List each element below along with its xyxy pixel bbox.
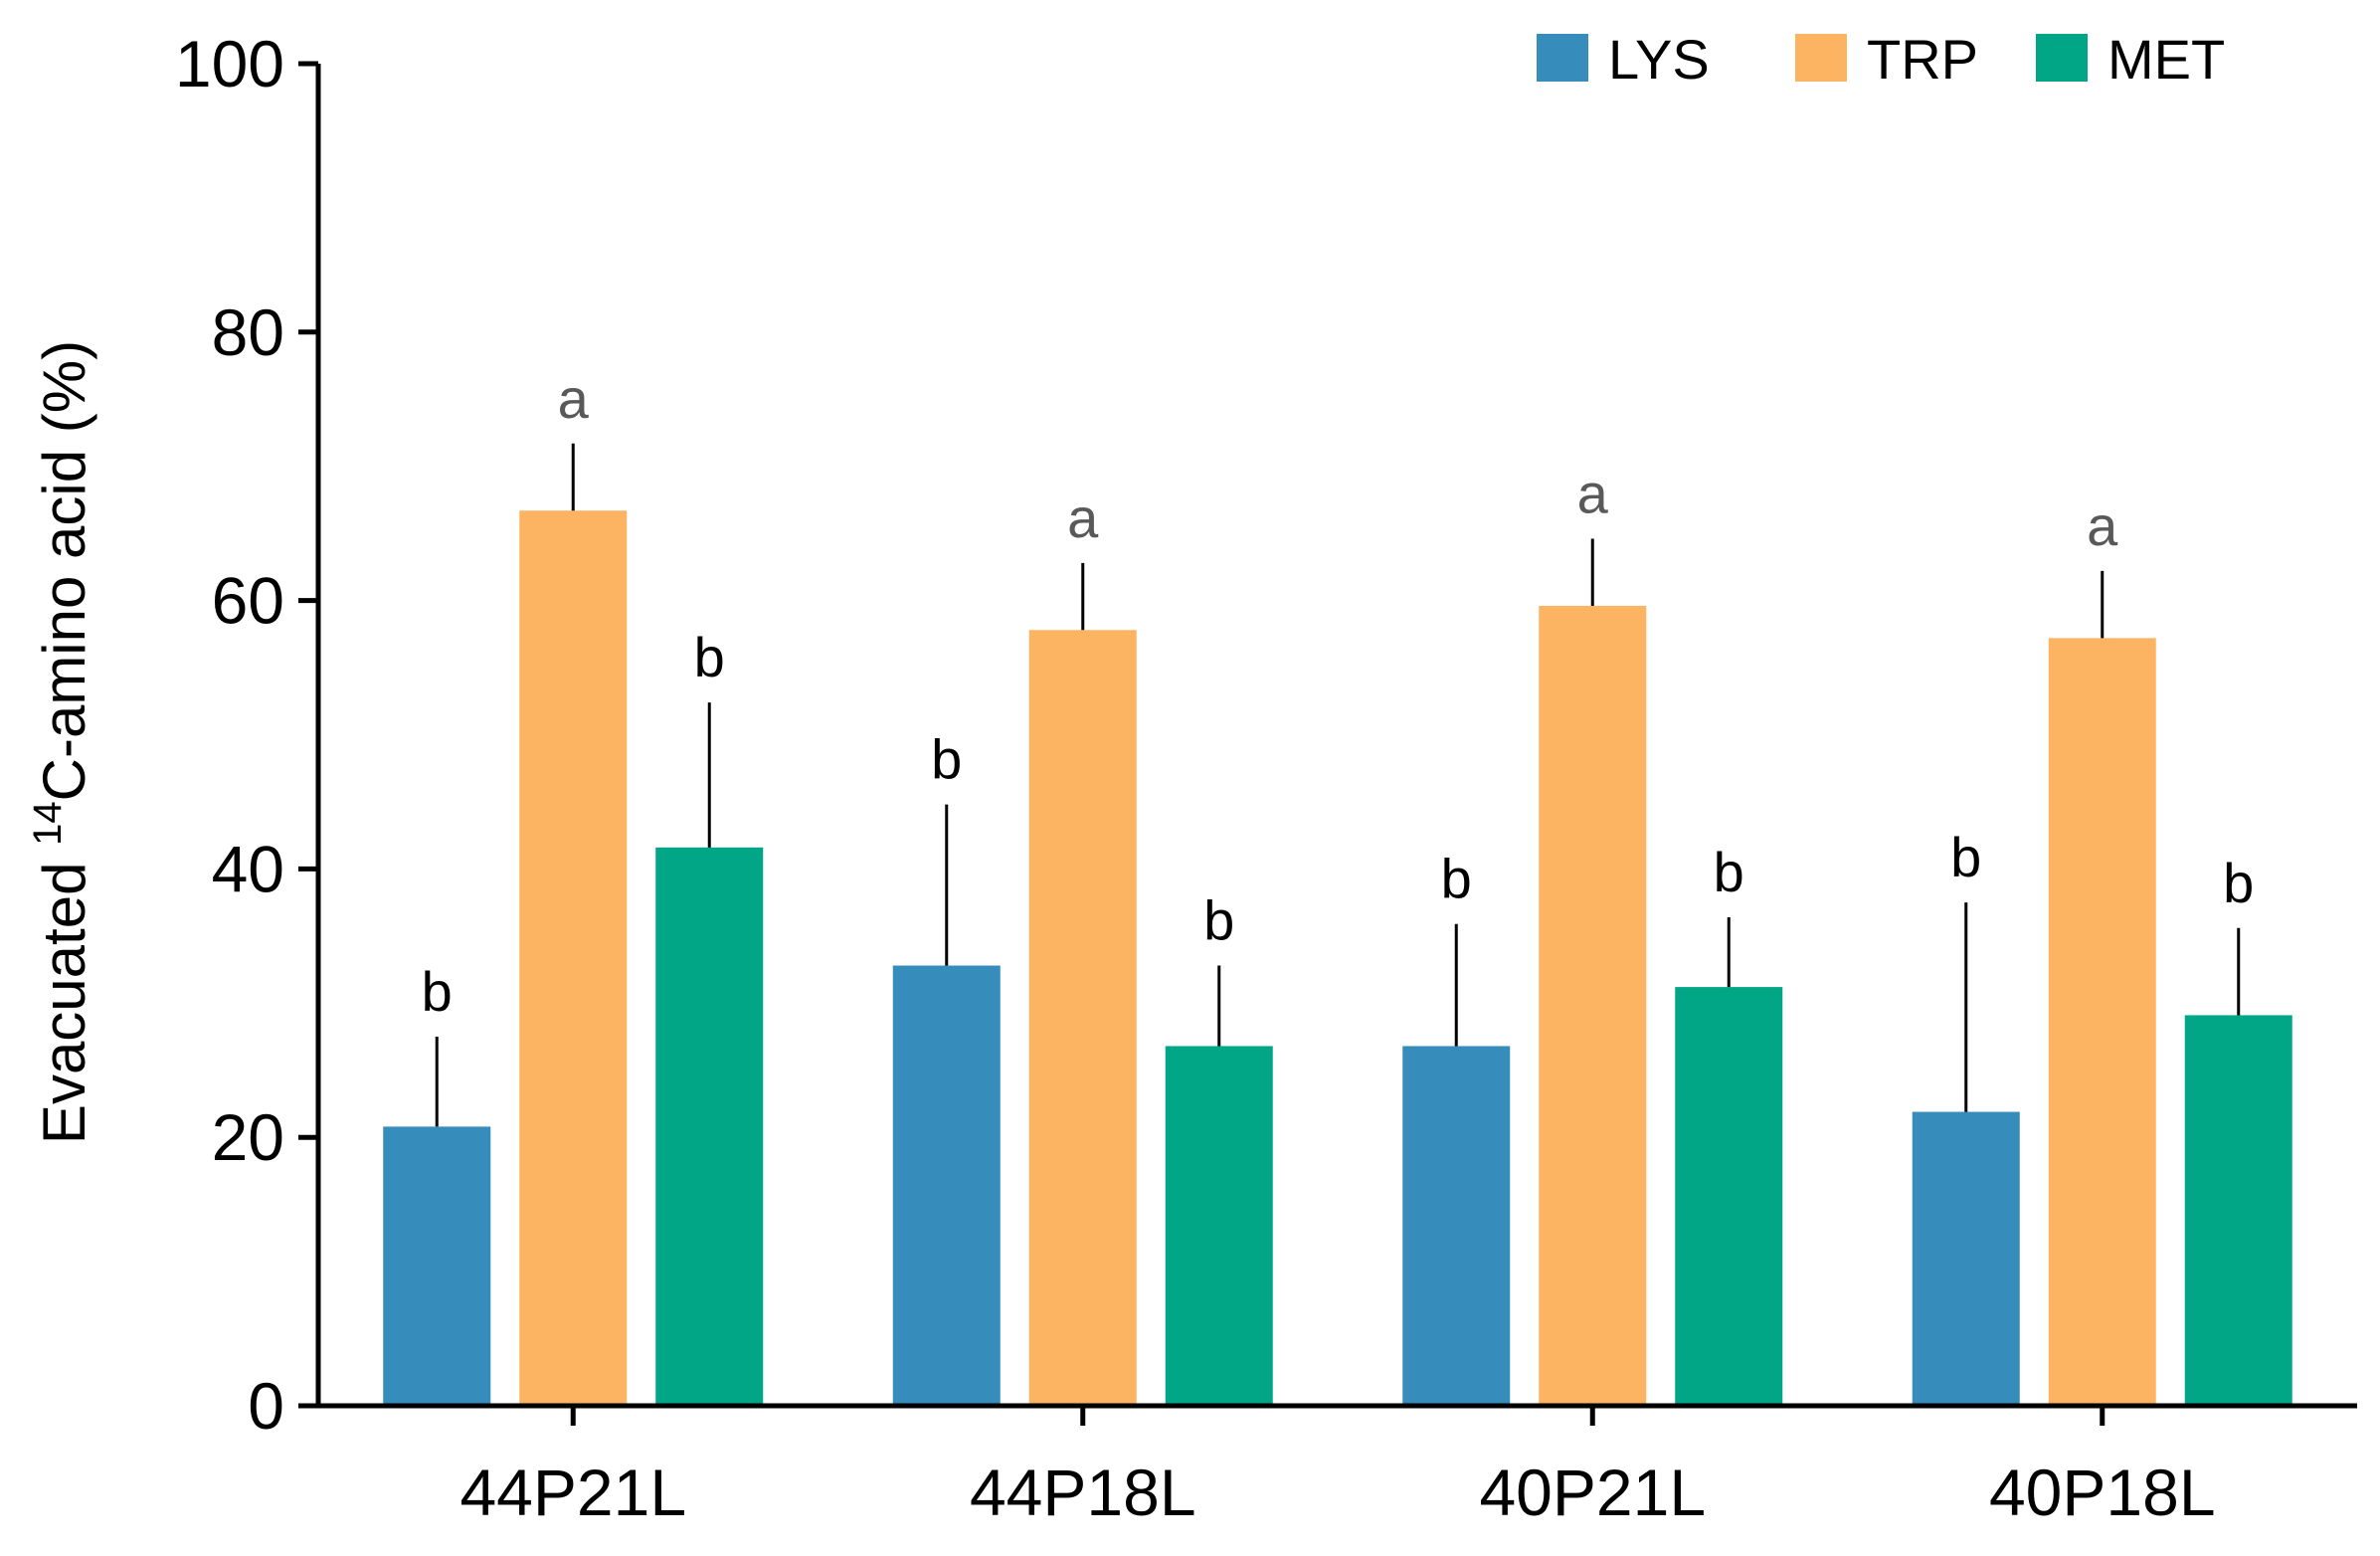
- y-axis-label-superscript: 14: [26, 801, 70, 846]
- significance-letters: b a b b a b b a b b a b: [422, 367, 2255, 1023]
- x-category-label: 40P18L: [1989, 1456, 2216, 1529]
- significance-letter: a: [558, 367, 590, 430]
- bar-met-40p21l: [1675, 987, 1783, 1406]
- y-axis-label-suffix: C-amino acid (%): [31, 340, 97, 801]
- significance-letter: a: [1577, 463, 1609, 525]
- bar-lys-44p21l: [383, 1126, 491, 1406]
- significance-letter: b: [694, 626, 725, 688]
- y-tick-label: 60: [212, 564, 284, 638]
- bar-met-44p18l: [1165, 1046, 1273, 1406]
- y-tick-label: 40: [212, 832, 284, 905]
- bar-lys-40p21l: [1402, 1046, 1511, 1406]
- bar-trp-40p21l: [1539, 605, 1647, 1406]
- significance-letter: b: [931, 728, 962, 791]
- y-tick-label: 80: [212, 295, 284, 369]
- legend: LYS TRP MET: [1537, 28, 2225, 91]
- legend-label-lys: LYS: [1608, 28, 1710, 91]
- y-axis: 0 20 40 60 80 100: [175, 27, 321, 1443]
- legend-label-trp: TRP: [1867, 28, 1978, 91]
- y-tick-label: 0: [248, 1369, 284, 1443]
- legend-swatch-trp: [1795, 34, 1847, 82]
- y-tick-label: 20: [212, 1100, 284, 1174]
- legend-swatch-met: [2036, 34, 2088, 82]
- bar-met-40p18l: [2184, 1015, 2292, 1406]
- significance-letter: b: [1441, 848, 1472, 910]
- y-axis-label: Evacuated 14C-amino acid (%): [26, 340, 97, 1144]
- significance-letter: a: [1067, 486, 1099, 549]
- significance-letter: b: [2223, 852, 2254, 914]
- y-axis-label-prefix: Evacuated: [31, 846, 97, 1144]
- bar-trp-40p18l: [2048, 638, 2156, 1406]
- legend-label-met: MET: [2107, 28, 2225, 91]
- significance-letter: b: [1950, 826, 1981, 888]
- bar-trp-44p21l: [519, 510, 628, 1406]
- significance-letter: a: [2087, 494, 2118, 557]
- x-category-label: 44P18L: [970, 1456, 1196, 1529]
- significance-letter: b: [422, 960, 453, 1023]
- bar-met-44p21l: [655, 847, 764, 1406]
- bar-trp-44p18l: [1028, 630, 1137, 1406]
- error-bars: [435, 443, 2241, 1127]
- bars: [383, 510, 2292, 1406]
- bar-lys-40p18l: [1912, 1111, 2020, 1406]
- y-tick-label: 100: [175, 27, 284, 100]
- significance-letter: b: [1203, 889, 1234, 952]
- x-axis: 44P21L 44P18L 40P21L 40P18L: [298, 1403, 2357, 1529]
- x-category-label: 44P21L: [459, 1456, 686, 1529]
- x-category-label: 40P21L: [1479, 1456, 1706, 1529]
- bar-lys-44p18l: [892, 965, 1001, 1406]
- significance-letter: b: [1714, 841, 1744, 903]
- legend-swatch-lys: [1537, 34, 1588, 82]
